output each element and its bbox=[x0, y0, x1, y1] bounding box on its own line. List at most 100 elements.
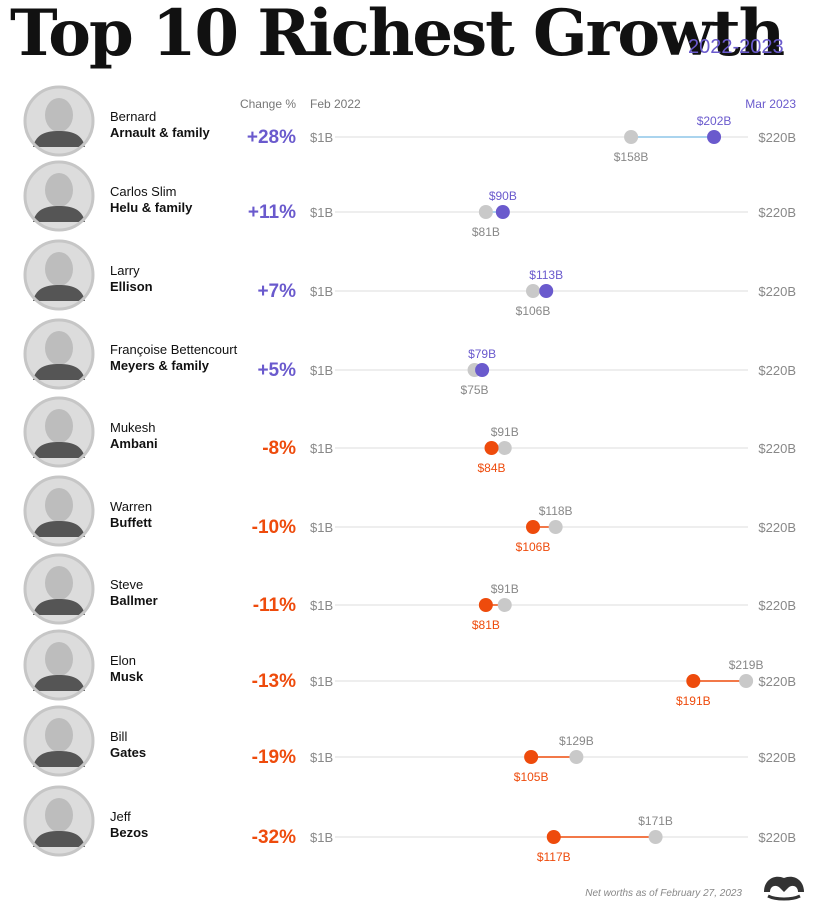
axis-max-label: $220B bbox=[758, 284, 796, 299]
axis-min-label: $1B bbox=[310, 598, 333, 613]
avatar-photo bbox=[23, 85, 95, 157]
avatar-shoulders-shape bbox=[33, 599, 85, 615]
avatar-ring bbox=[23, 475, 95, 547]
axis-max-label: $220B bbox=[758, 520, 796, 535]
change-percent: -19% bbox=[252, 747, 296, 768]
axis-min-label: $1B bbox=[310, 520, 333, 535]
avatar-ring bbox=[23, 318, 95, 390]
avatar-head-shape bbox=[45, 98, 73, 132]
feb-2022-value-label: $91B bbox=[491, 582, 519, 596]
change-percent: -32% bbox=[252, 827, 296, 848]
avatar-shoulders-shape bbox=[33, 751, 85, 767]
change-percent: -10% bbox=[252, 517, 296, 538]
mar-2023-dot bbox=[686, 674, 701, 688]
change-percent: -11% bbox=[253, 595, 296, 616]
person-last-name: Bezos bbox=[110, 825, 148, 840]
person-first-name: Elon bbox=[110, 653, 136, 668]
footnote: Net worths as of February 27, 2023 bbox=[585, 888, 742, 899]
mar-2023-value-label: $113B bbox=[529, 268, 563, 282]
avatar-head-shape bbox=[45, 798, 73, 832]
feb-2022-value-label: $106B bbox=[516, 304, 551, 318]
axis-min-label: $1B bbox=[310, 750, 333, 765]
feb-2022-value-label: $129B bbox=[559, 734, 594, 748]
mar-2023-value-label: $202B bbox=[697, 114, 732, 128]
feb-2022-dot bbox=[648, 830, 663, 844]
person-last-name: Arnault & family bbox=[110, 125, 210, 140]
mar-2023-value-label: $81B bbox=[472, 618, 500, 632]
avatar-head-shape bbox=[45, 566, 73, 600]
avatar-photo bbox=[23, 239, 95, 311]
person-first-name: Warren bbox=[110, 499, 152, 514]
avatar-shoulders-shape bbox=[33, 206, 85, 222]
person-last-name: Musk bbox=[110, 669, 144, 684]
mar-2023-dot bbox=[495, 205, 510, 219]
feb-2022-dot bbox=[739, 674, 754, 688]
feb-2022-value-label: $118B bbox=[539, 504, 573, 518]
avatar-head-shape bbox=[45, 252, 73, 286]
person-last-name: Helu & family bbox=[110, 200, 193, 215]
avatar-photo bbox=[23, 705, 95, 777]
avatar-photo bbox=[23, 318, 95, 390]
person-first-name: Steve bbox=[110, 577, 143, 592]
chart-subtitle-years: 2022-2023 bbox=[688, 36, 784, 58]
axis-min-label: $1B bbox=[310, 830, 333, 845]
person-last-name: Ellison bbox=[110, 279, 153, 294]
avatar-photo bbox=[23, 160, 95, 232]
brand-logo-icon bbox=[764, 876, 804, 901]
avatar-shoulders-shape bbox=[33, 285, 85, 301]
avatar-ring bbox=[23, 705, 95, 777]
axis-max-label: $220B bbox=[758, 363, 796, 378]
axis-max-label: $220B bbox=[758, 441, 796, 456]
change-percent: +28% bbox=[247, 127, 296, 148]
avatar-shoulders-shape bbox=[33, 364, 85, 380]
mar-2023-dot bbox=[524, 750, 539, 764]
mar-2023-value-label: $191B bbox=[676, 694, 711, 708]
person-first-name: Françoise Bettencourt bbox=[110, 342, 238, 357]
feb-2022-dot bbox=[478, 205, 493, 219]
axis-min-label: $1B bbox=[310, 363, 333, 378]
person-last-name: Gates bbox=[110, 745, 146, 760]
feb-2022-dot bbox=[548, 520, 563, 534]
mar-2023-dot bbox=[526, 520, 541, 534]
axis-min-label: $1B bbox=[310, 674, 333, 689]
avatar-photo bbox=[23, 785, 95, 857]
avatar-ring bbox=[23, 239, 95, 311]
axis-max-label: $220B bbox=[758, 830, 796, 845]
avatar-head-shape bbox=[45, 718, 73, 752]
feb-2022-value-label: $219B bbox=[729, 658, 764, 672]
mar-2023-dot bbox=[484, 441, 499, 455]
person-first-name: Bill bbox=[110, 729, 127, 744]
person-first-name: Jeff bbox=[110, 809, 131, 824]
feb-2022-value-label: $75B bbox=[461, 383, 489, 397]
mar-2023-value-label: $90B bbox=[489, 189, 517, 203]
avatar-photo bbox=[23, 553, 95, 625]
feb-2022-dot bbox=[526, 284, 541, 298]
avatar-shoulders-shape bbox=[33, 442, 85, 458]
axis-min-label: $1B bbox=[310, 284, 333, 299]
axis-max-label: $220B bbox=[758, 205, 796, 220]
avatar-head-shape bbox=[45, 409, 73, 443]
feb-2022-value-label: $81B bbox=[472, 225, 500, 239]
avatar-head-shape bbox=[45, 331, 73, 365]
mar-2023-value-label: $84B bbox=[478, 461, 506, 475]
mar-2023-dot bbox=[478, 598, 493, 612]
avatar-head-shape bbox=[45, 488, 73, 522]
header-end-date: Mar 2023 bbox=[745, 97, 796, 111]
mar-2023-value-label: $105B bbox=[514, 770, 549, 784]
axis-min-label: $1B bbox=[310, 205, 333, 220]
avatar-shoulders-shape bbox=[33, 831, 85, 847]
avatar-shoulders-shape bbox=[33, 521, 85, 537]
feb-2022-value-label: $171B bbox=[638, 814, 673, 828]
avatar-ring bbox=[23, 160, 95, 232]
axis-min-label: $1B bbox=[310, 441, 333, 456]
person-first-name: Larry bbox=[110, 263, 140, 278]
mar-2023-value-label: $79B bbox=[468, 347, 496, 361]
mar-2023-dot bbox=[546, 830, 561, 844]
avatar-ring bbox=[23, 785, 95, 857]
avatar-shoulders-shape bbox=[33, 675, 85, 691]
avatar-photo bbox=[23, 475, 95, 547]
person-last-name: Ambani bbox=[110, 436, 158, 451]
axis-max-label: $220B bbox=[758, 750, 796, 765]
change-percent: +7% bbox=[257, 281, 296, 302]
